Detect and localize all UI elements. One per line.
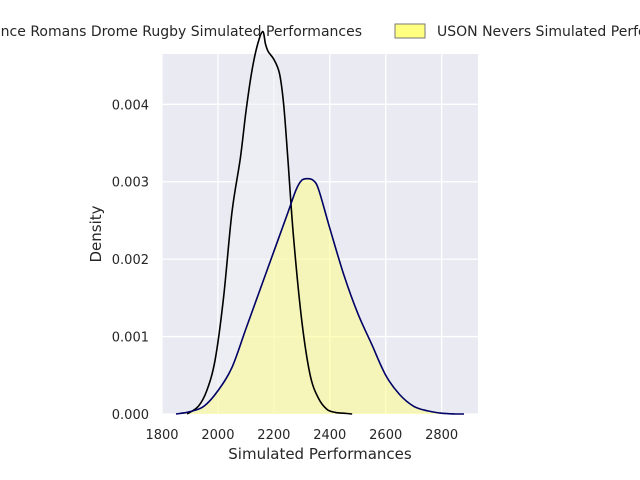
x-tick-label: 1800	[145, 428, 178, 443]
density-line-series-0	[186, 30, 353, 415]
x-tick-label: 2200	[257, 428, 290, 443]
y-tick-label: 0.004	[112, 98, 149, 113]
legend-label-uson: USON Nevers Simulated Performances	[437, 24, 640, 40]
y-tick-label: 0.002	[112, 253, 149, 268]
x-tick-label: 2800	[425, 428, 458, 443]
legend-label-valence: Valence Romans Drome Rugby Simulated Per…	[0, 24, 362, 40]
density-fill-series-0	[187, 31, 353, 415]
x-tick-label: 2400	[313, 428, 346, 443]
x-tick-labels: 1800 2000 2200 2400 2600 2800	[145, 428, 458, 443]
series-layer	[175, 30, 465, 415]
x-axis-label: Simulated Performances	[228, 445, 412, 463]
x-tick-label: 2000	[201, 428, 234, 443]
y-tick-label: 0.003	[112, 176, 149, 191]
y-tick-labels: 0.000 0.001 0.002 0.003 0.004	[112, 98, 149, 423]
y-tick-label: 0.001	[112, 331, 149, 346]
y-tick-label: 0.000	[112, 408, 149, 423]
legend: Valence Romans Drome Rugby Simulated Per…	[0, 23, 640, 40]
x-tick-label: 2600	[369, 428, 402, 443]
y-axis-label: Density	[87, 205, 105, 262]
density-fill-series-1	[175, 178, 465, 414]
density-line-series-1	[175, 177, 465, 415]
legend-swatch-uson	[394, 23, 426, 39]
